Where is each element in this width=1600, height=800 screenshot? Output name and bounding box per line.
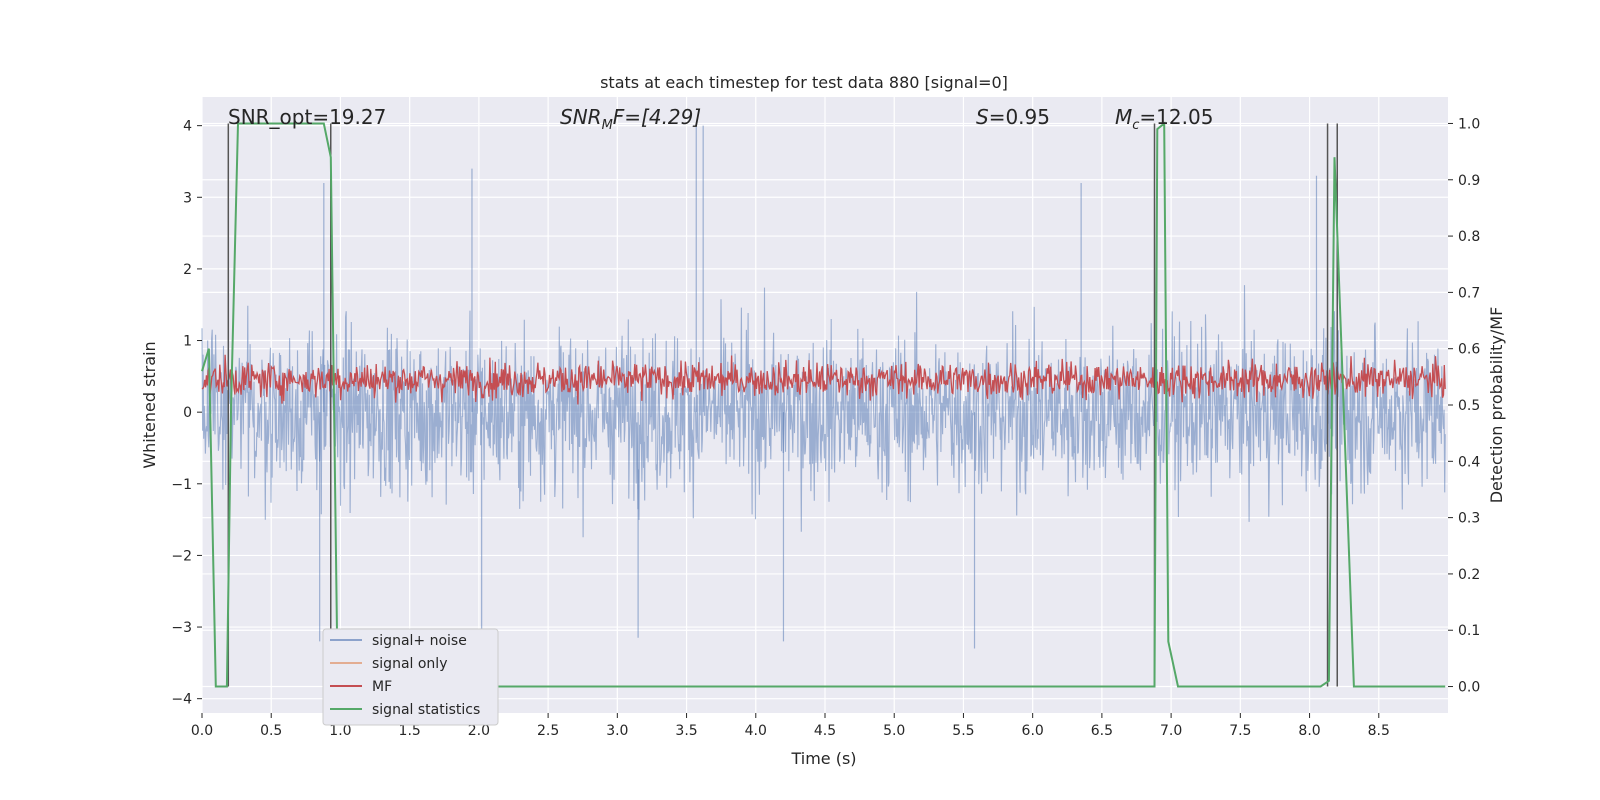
mc-value: =12.05 — [1139, 105, 1213, 129]
mf-series — [201, 354, 1446, 405]
legend-label-signal-statistics: signal statistics — [372, 702, 480, 718]
left-y-gridlines — [202, 125, 1448, 700]
left-y-tick-label: 0 — [183, 405, 192, 421]
x-tick-label: 5.0 — [883, 723, 905, 739]
right-y-axis-label: Detection probability/MF — [1487, 307, 1506, 504]
x-tick-label: 1.5 — [399, 723, 421, 739]
right-y-tick-label: 0.6 — [1458, 342, 1480, 358]
right-y-tick-label: 0.4 — [1458, 454, 1480, 470]
mc-annotation: Mc=12.05 — [1115, 105, 1213, 133]
left-y-tick-label: −1 — [171, 477, 192, 493]
legend-label-mf: MF — [372, 679, 392, 695]
left-y-axis-label: Whitened strain — [140, 341, 159, 468]
x-tick-label: 6.0 — [1022, 723, 1044, 739]
left-y-tick-label: 4 — [183, 119, 192, 135]
signal-statistics-line — [201, 121, 1446, 688]
x-tick-label: 5.5 — [952, 723, 974, 739]
right-y-tick-label: 1.0 — [1458, 116, 1480, 132]
snr-mf-subscript: M — [602, 118, 613, 133]
x-axis-label: Time (s) — [790, 749, 856, 768]
right-y-tick-label: 0.9 — [1458, 173, 1480, 189]
legend-label-signal-noise: signal+ noise — [372, 633, 467, 649]
right-y-tick-label: 0.2 — [1458, 567, 1480, 583]
right-y-tick-label: 0.5 — [1458, 398, 1480, 414]
right-y-tick-label: 0.3 — [1458, 511, 1480, 527]
x-tick-label: 4.0 — [745, 723, 767, 739]
s-prefix: S — [976, 105, 989, 129]
legend: signal+ noise signal only MF signal stat… — [322, 628, 499, 726]
signal-statistics-series — [201, 121, 1446, 688]
x-tick-label: 0.5 — [260, 723, 282, 739]
right-y-axis-ticks: 1.0 0.9 0.8 0.7 0.6 0.5 0.4 0.3 0.2 0.1 0.0 — [1448, 116, 1480, 696]
left-y-axis-ticks: 4 3 2 1 0 −1 −2 −3 −4 — [171, 119, 202, 708]
mc-subscript: c — [1132, 118, 1139, 133]
x-axis-ticks: 0.0 0.5 1.0 1.5 2.0 2.5 3.0 3.5 4.0 4.5 5.0 5.5 6.0 6… — [191, 713, 1390, 739]
right-y-tick-label: 0.7 — [1458, 285, 1480, 301]
mc-prefix: M — [1115, 105, 1132, 129]
mf-line — [201, 354, 1446, 405]
x-tick-label: 6.5 — [1091, 723, 1113, 739]
left-y-tick-label: −2 — [171, 548, 192, 564]
left-y-tick-label: 2 — [183, 262, 192, 278]
left-y-tick-label: 1 — [183, 334, 192, 350]
x-tick-label: 7.5 — [1229, 723, 1251, 739]
left-y-tick-label: −3 — [171, 620, 192, 636]
x-tick-label: 7.0 — [1160, 723, 1182, 739]
x-tick-label: 2.0 — [468, 723, 490, 739]
s-annotation: S=0.95 — [976, 105, 1050, 129]
left-y-tick-label: −4 — [171, 692, 192, 708]
legend-label-signal-only: signal only — [372, 656, 447, 672]
x-tick-label: 2.5 — [537, 723, 559, 739]
left-y-tick-label: 3 — [183, 190, 192, 206]
x-tick-label: 3.0 — [606, 723, 628, 739]
snr-mf-annotation: SNRMF=[4.29] — [560, 105, 701, 133]
right-y-tick-label: 0.8 — [1458, 229, 1480, 245]
right-y-tick-label: 0.0 — [1458, 680, 1480, 696]
snr-mf-prefix: SNR — [560, 105, 602, 129]
x-tick-label: 8.5 — [1368, 723, 1390, 739]
s-value: =0.95 — [989, 105, 1050, 129]
chart-title: stats at each timestep for test data 880… — [600, 73, 1008, 92]
x-tick-label: 4.5 — [814, 723, 836, 739]
x-tick-label: 1.0 — [329, 723, 351, 739]
right-y-tick-label: 0.1 — [1458, 623, 1480, 639]
x-tick-label: 0.0 — [191, 723, 213, 739]
x-tick-label: 8.0 — [1298, 723, 1320, 739]
snr-opt-annotation: SNR_opt=19.27 — [228, 105, 386, 129]
legend-box — [322, 628, 499, 726]
snr-mf-suffix: F=[4.29] — [613, 105, 701, 129]
x-tick-label: 3.5 — [675, 723, 697, 739]
